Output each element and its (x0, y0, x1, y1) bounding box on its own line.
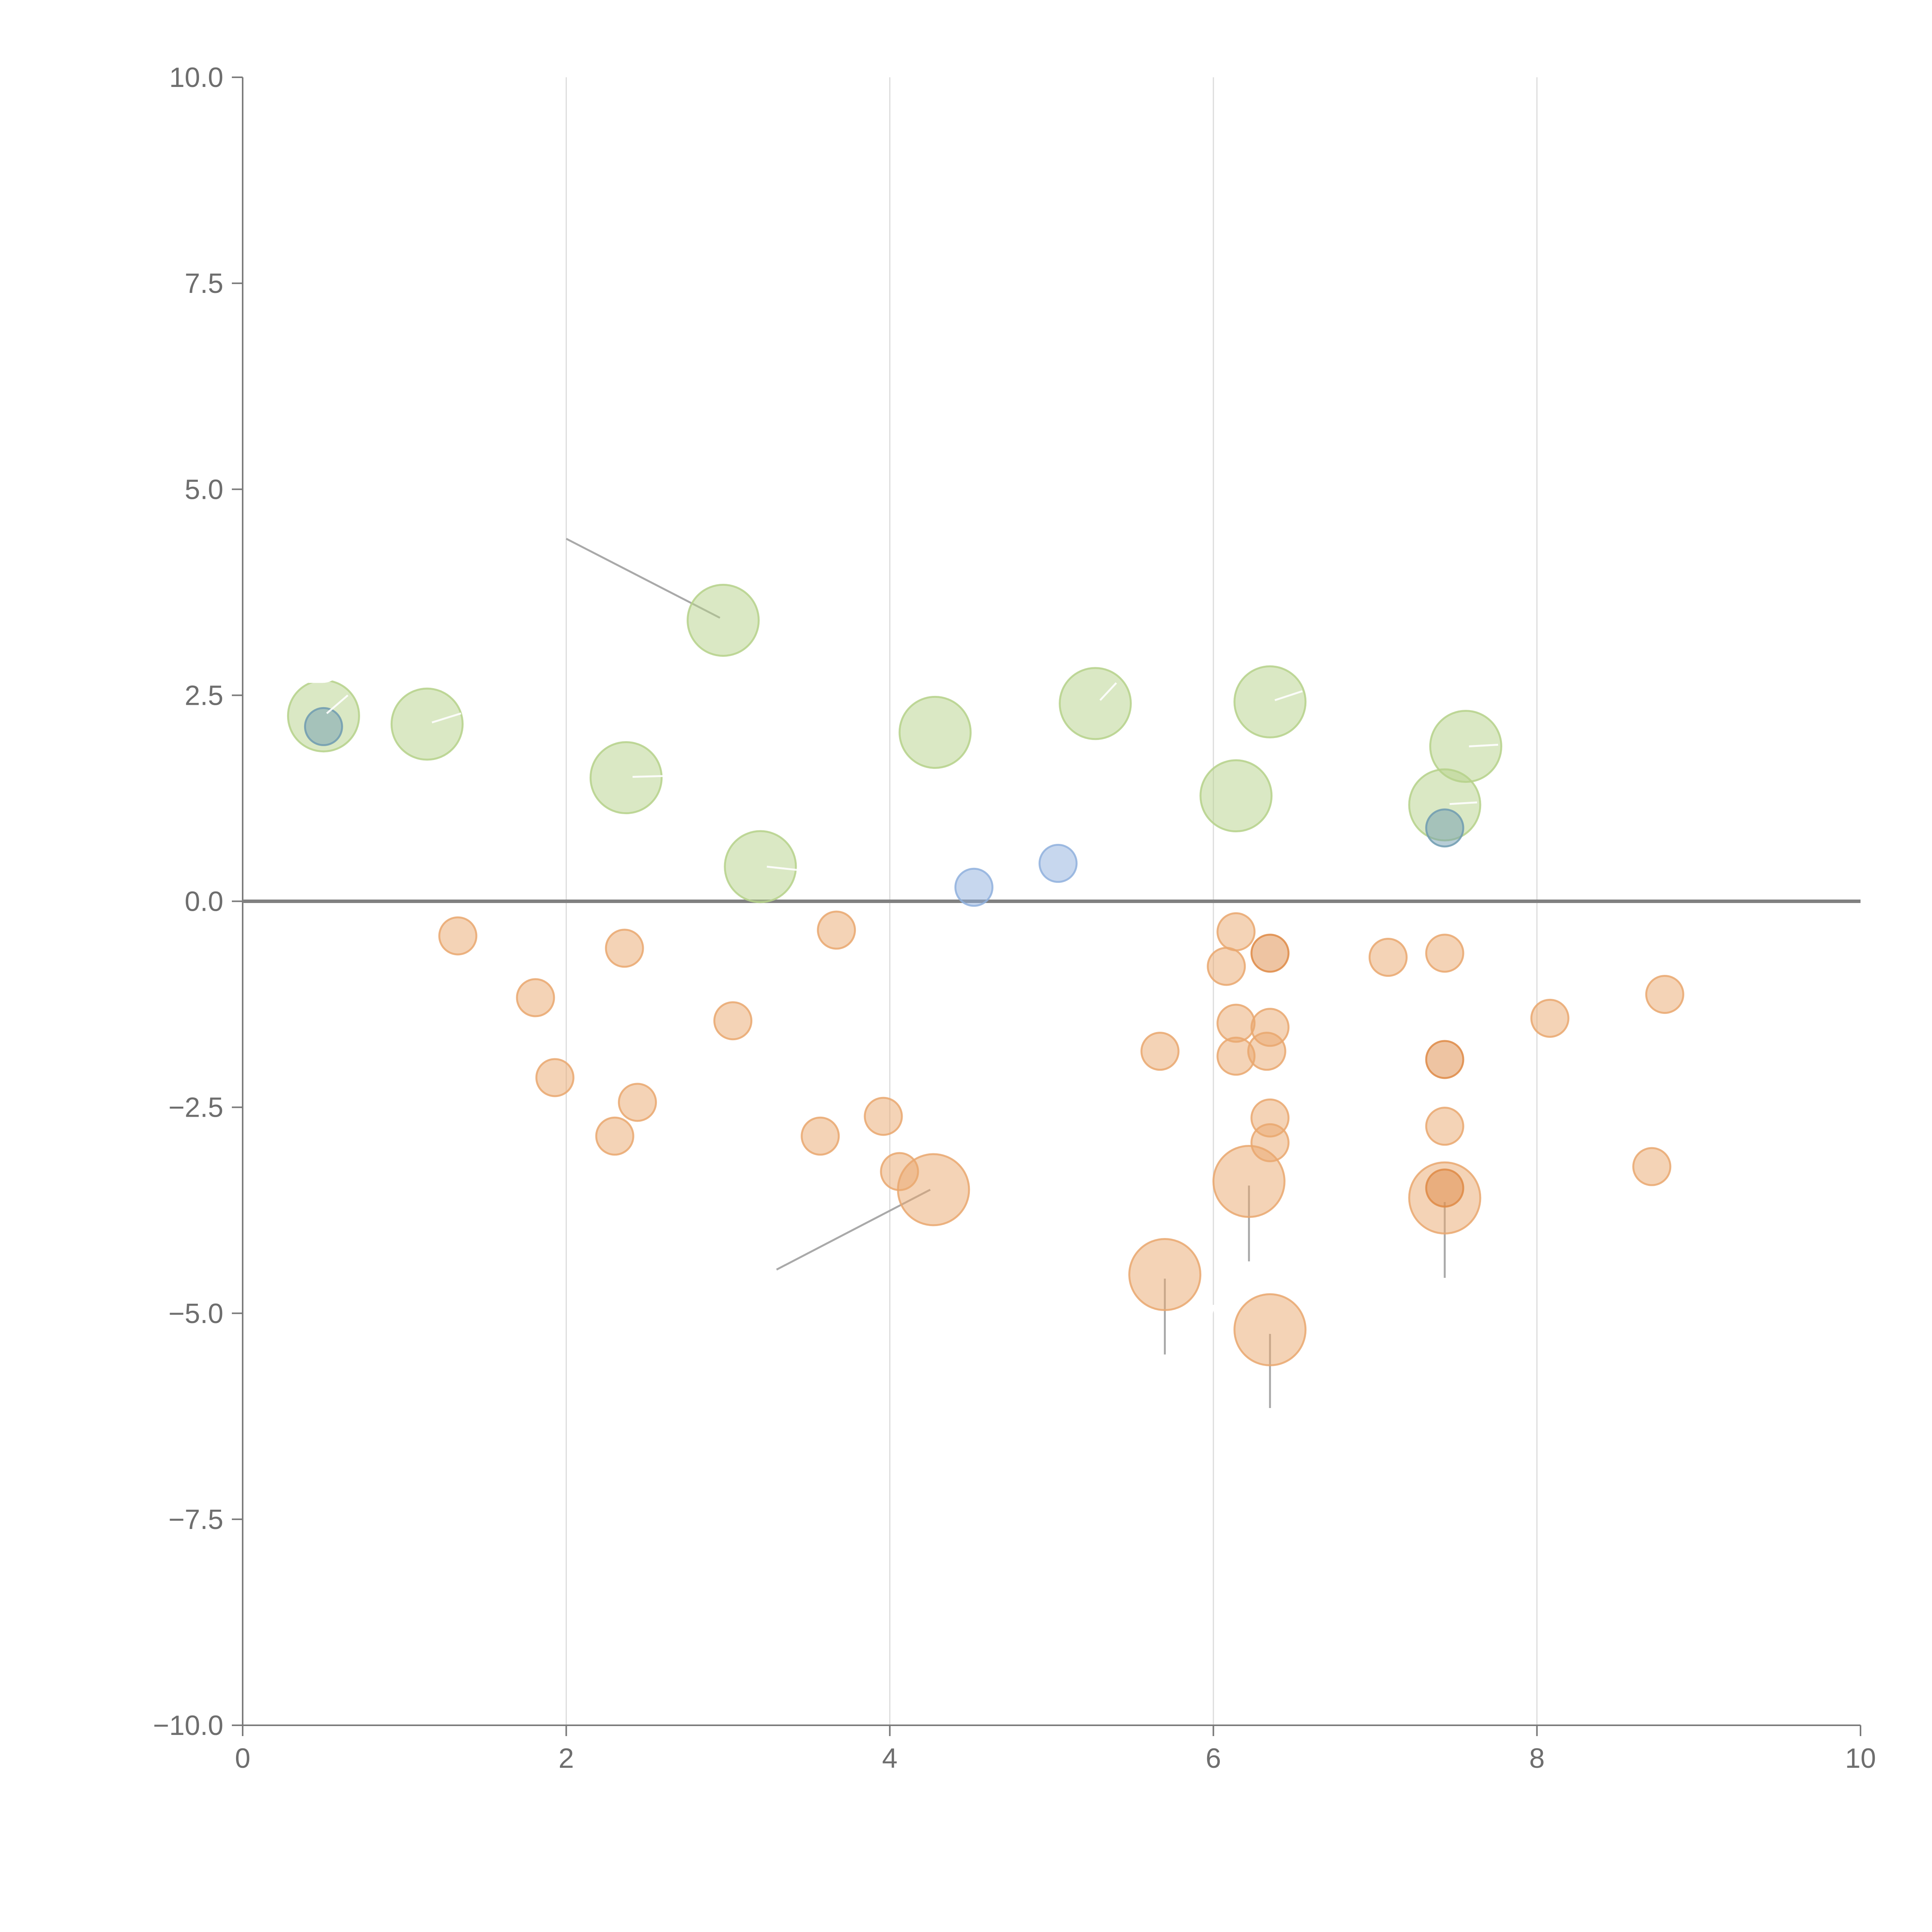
y-tick-label: −2.5 (168, 1092, 223, 1123)
inner-line (1274, 690, 1303, 701)
point-layer (287, 583, 1684, 1366)
orange-data-point (1645, 975, 1684, 1014)
inner-line (1449, 801, 1477, 805)
y-tick-label: 5.0 (185, 474, 223, 505)
blue-data-point (954, 867, 994, 907)
blue-data-point (304, 707, 343, 746)
orange-data-point (1233, 1293, 1307, 1366)
orange-data-point (1212, 1145, 1286, 1218)
orange-data-point (1632, 1147, 1672, 1186)
inner-line-layer (326, 682, 1498, 871)
axis-layer: 0 2 4 6 8 10 10.0 7.5 5.0 2.5 0.0 −2.5 −5.0 −7.5 −10.0 (153, 62, 1876, 1774)
y-tick-label: 10.0 (169, 62, 223, 93)
x-tick-label: 0 (235, 1743, 250, 1774)
green-data-point (724, 830, 797, 903)
orange-data-point (897, 1153, 970, 1226)
orange-data-point (1368, 938, 1408, 977)
orange-data-point (1425, 934, 1464, 973)
orange-data-point (1425, 1168, 1464, 1208)
inner-line (326, 694, 349, 714)
x-tick-label: 6 (1206, 1743, 1221, 1774)
green-data-point (1233, 665, 1307, 738)
annotation-layer: DW (304, 634, 1239, 1354)
blue-data-point (1038, 844, 1078, 883)
inner-line (1469, 743, 1498, 748)
orange-data-point (438, 916, 478, 956)
orange-data-point (817, 910, 856, 950)
green-data-point (589, 741, 663, 815)
orange-data-point (801, 1116, 840, 1156)
orange-data-point (1250, 934, 1290, 973)
inner-line (633, 775, 663, 778)
green-data-point (687, 583, 760, 657)
x-tick-label: 10 (1845, 1743, 1876, 1774)
leader-line-layer (566, 537, 1446, 1408)
y-tick-label: 2.5 (185, 680, 223, 711)
green-data-point (1059, 667, 1132, 740)
annotation-label: W (1188, 1293, 1239, 1354)
orange-data-point (618, 1083, 657, 1122)
inner-line (1099, 682, 1117, 701)
annotation-label: D (304, 634, 343, 694)
orange-data-point (1425, 1107, 1464, 1146)
y-tick-label: −7.5 (168, 1504, 223, 1535)
orange-data-point (1425, 1040, 1464, 1079)
orange-data-point (1207, 947, 1246, 986)
green-data-point (390, 687, 464, 761)
orange-data-point (1140, 1032, 1180, 1071)
green-data-point (1429, 710, 1502, 783)
orange-data-point (1250, 1008, 1290, 1047)
inner-line (432, 712, 461, 724)
inner-line (767, 866, 798, 871)
orange-data-point (1530, 998, 1570, 1038)
y-tick-label: 0.0 (185, 886, 223, 917)
orange-data-point (595, 1116, 634, 1156)
orange-data-point (1128, 1238, 1202, 1311)
x-tick-label: 4 (882, 1743, 898, 1774)
orange-data-point (1216, 1003, 1256, 1043)
orange-data-point (605, 929, 644, 968)
x-tick-label: 2 (558, 1743, 574, 1774)
green-data-point (898, 696, 972, 769)
orange-data-point (864, 1097, 903, 1136)
y-tick-label: 7.5 (185, 268, 223, 299)
orange-data-point (516, 978, 555, 1017)
y-tick-label: −5.0 (168, 1298, 223, 1329)
x-tick-label: 8 (1529, 1743, 1545, 1774)
green-data-point (1199, 759, 1273, 833)
orange-data-point (1216, 912, 1256, 951)
orange-data-point (713, 1001, 753, 1041)
blue-data-point (1425, 808, 1464, 848)
orange-data-point (535, 1058, 575, 1097)
y-tick-label: −10.0 (153, 1710, 223, 1741)
orange-data-point (1250, 1123, 1290, 1162)
